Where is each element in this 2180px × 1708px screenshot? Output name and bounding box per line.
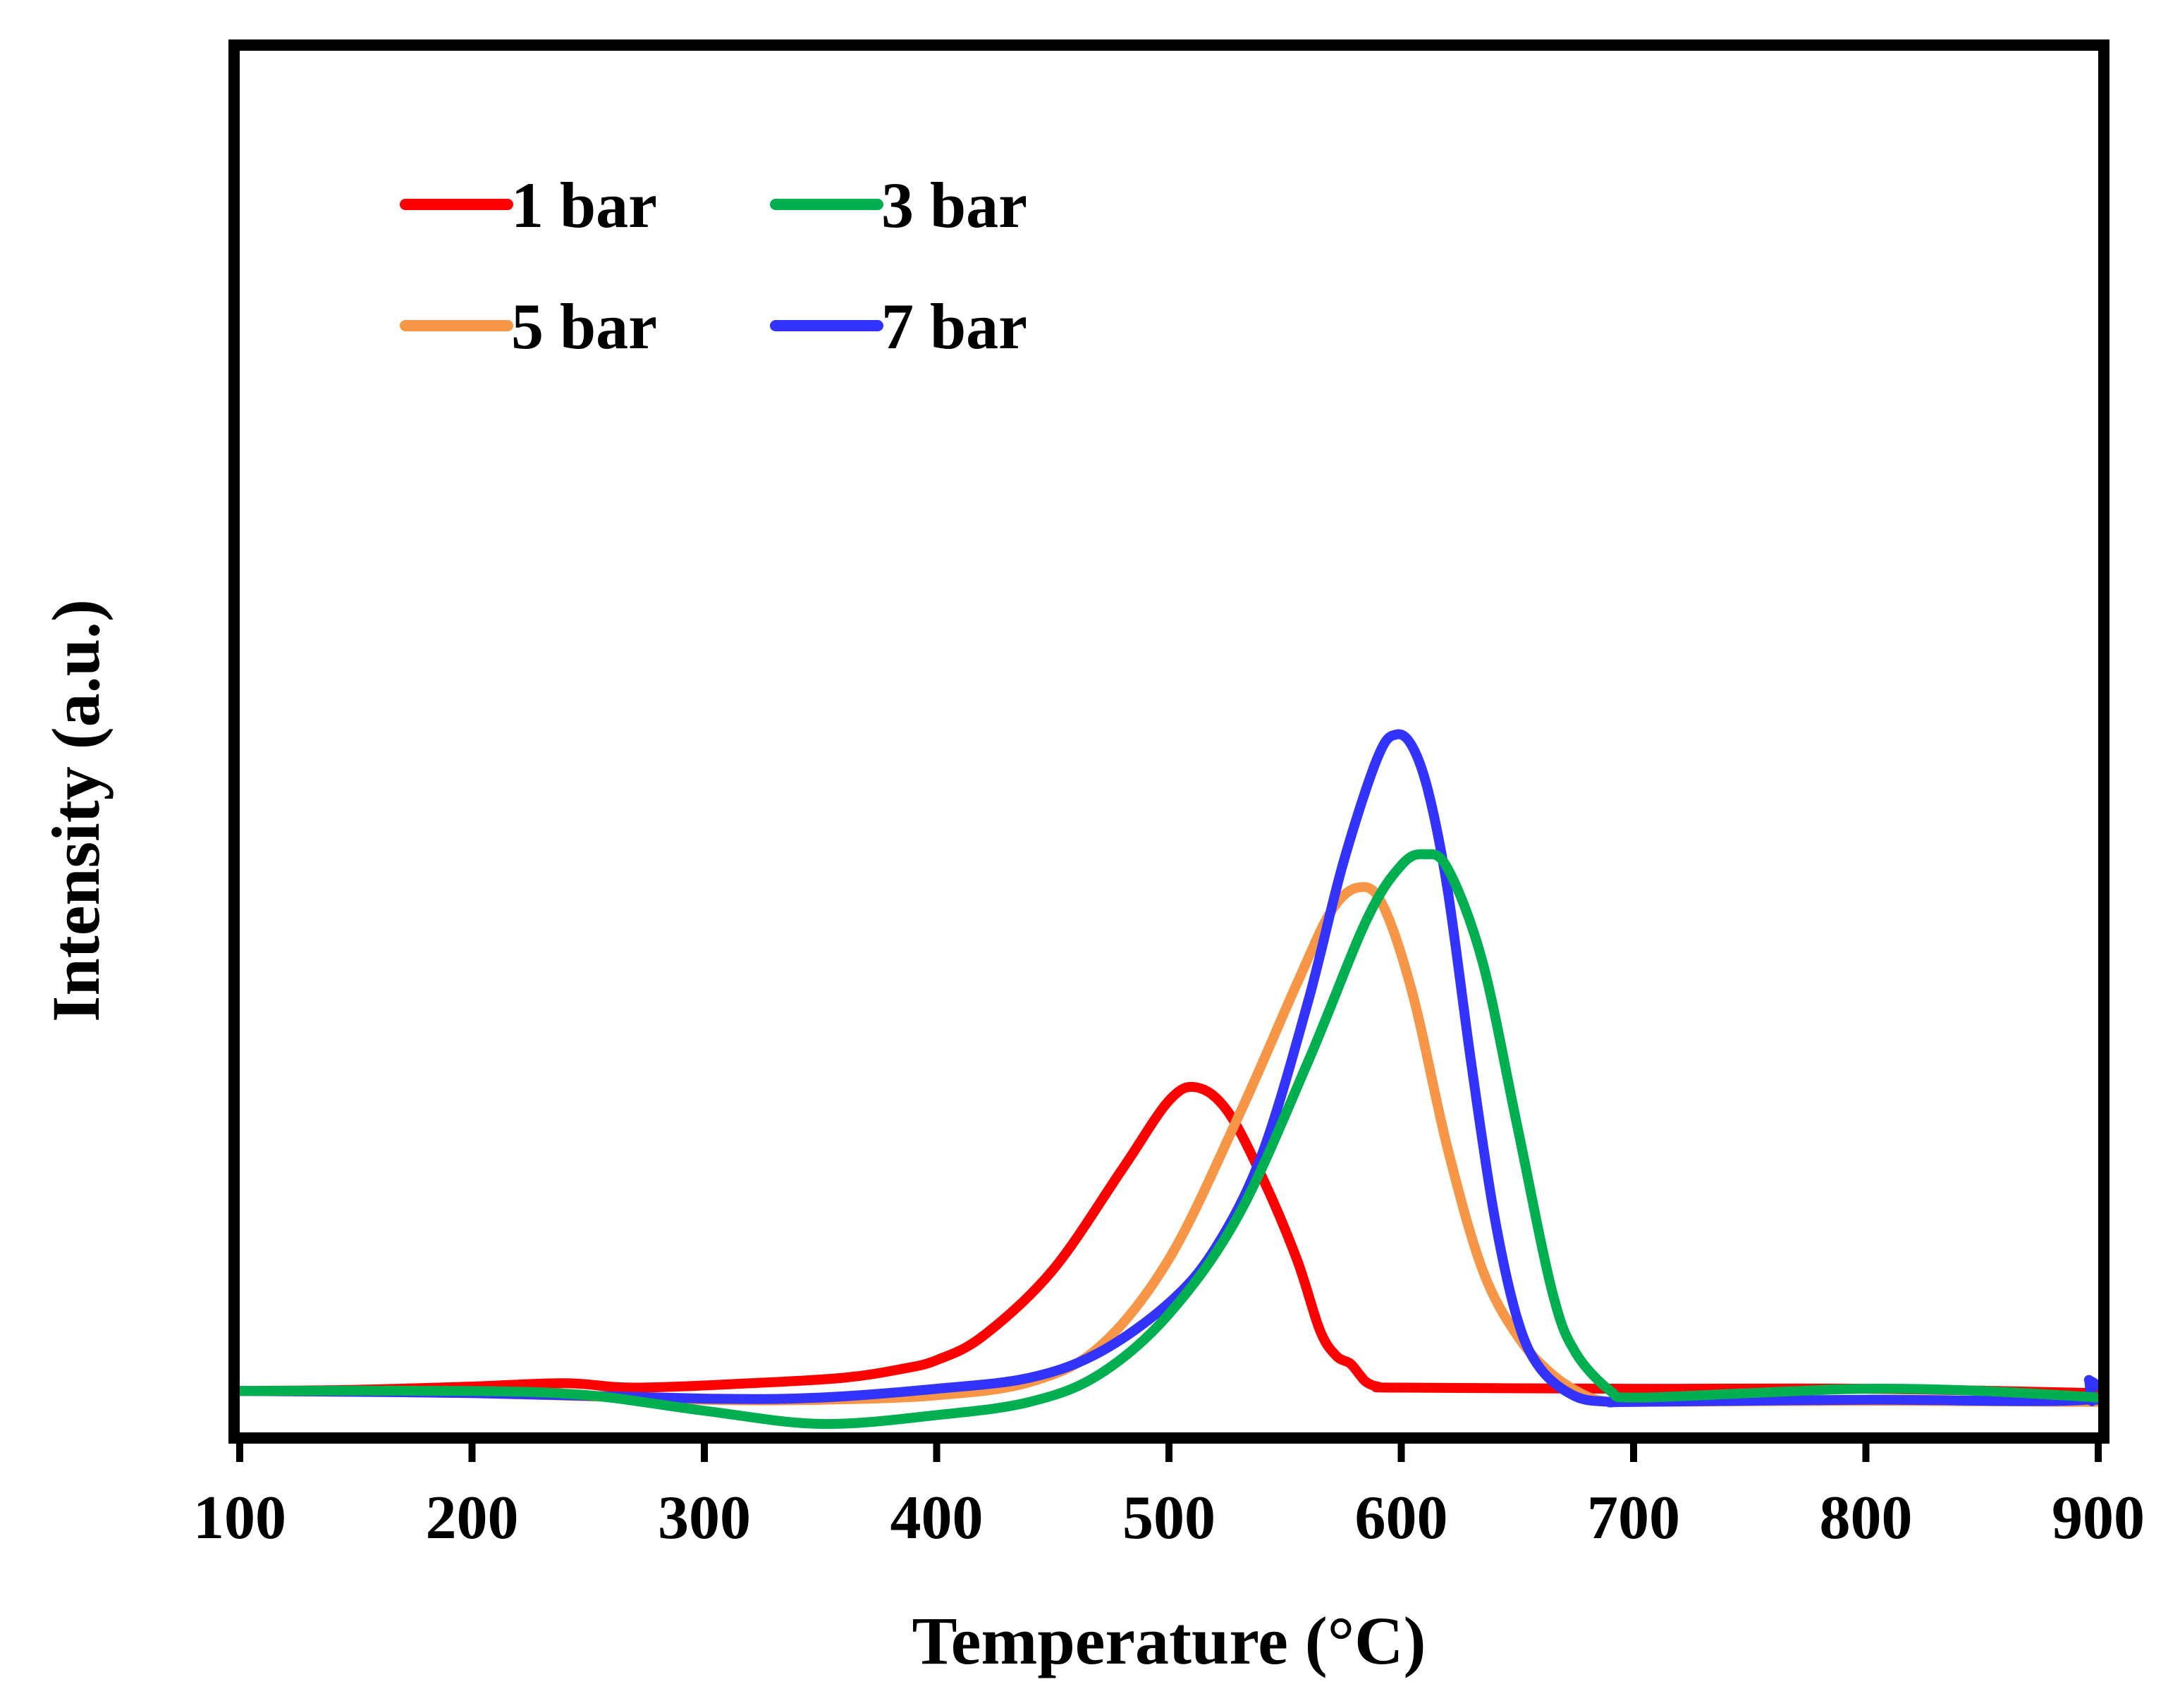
legend-layer: 1 bar 3 bar 5 bar 7 bar bbox=[400, 169, 1027, 362]
x-tick-label: 500 bbox=[1122, 1484, 1215, 1552]
x-tick-label: 600 bbox=[1355, 1484, 1448, 1552]
legend-label-3-bar: 3 bar bbox=[881, 169, 1027, 241]
x-tick-label: 100 bbox=[193, 1484, 286, 1552]
y-axis-title: Intensity (a.u.) bbox=[38, 599, 114, 1022]
x-tick-label: 900 bbox=[2052, 1484, 2145, 1552]
legend-label-5-bar: 5 bar bbox=[511, 290, 657, 362]
series-line-7-bar bbox=[235, 729, 2109, 1408]
legend-label-7-bar: 7 bar bbox=[881, 290, 1027, 362]
series-line-3-bar bbox=[235, 849, 2103, 1430]
x-tick-label: 400 bbox=[890, 1484, 984, 1552]
plot-frame bbox=[228, 39, 2109, 1444]
x-axis-title: Temperature (°C) bbox=[912, 1603, 1426, 1678]
x-tick-label: 300 bbox=[658, 1484, 751, 1552]
x-tick-label: 800 bbox=[1820, 1484, 1913, 1552]
x-tick-label: 200 bbox=[426, 1484, 519, 1552]
legend-label-1-bar: 1 bar bbox=[511, 169, 657, 241]
x-tick-label: 700 bbox=[1587, 1484, 1680, 1552]
series-layer bbox=[235, 729, 2109, 1430]
series-line-5-bar bbox=[235, 882, 2103, 1408]
ticks-layer: 100 200 300 400 500 600 700 800 900 bbox=[193, 1432, 2145, 1552]
series-line-1-bar bbox=[235, 1081, 2103, 1399]
